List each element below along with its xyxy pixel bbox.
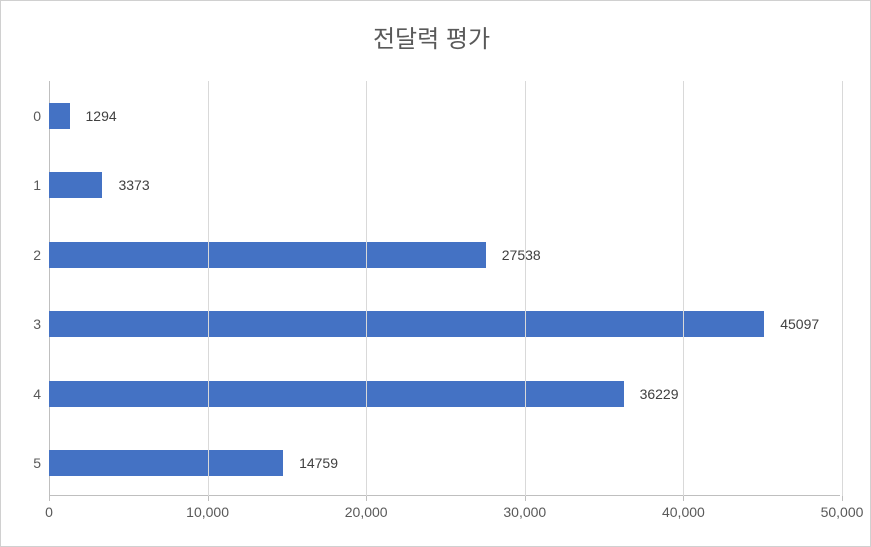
x-tick-mark [525,496,526,501]
chart-container: 전달력 평가 1294 3373 27538 45097 36229 14759 0 10,… [0,0,871,547]
data-label: 3373 [118,177,149,193]
x-tick-mark [366,496,367,501]
bars-area: 1294 3373 27538 45097 36229 14759 [49,81,840,496]
y-tick-label: 4 [21,386,41,402]
plot-area: 1294337327538450973622914759 010,00020,0… [49,81,840,496]
y-tick-label: 5 [21,455,41,471]
bar [49,311,764,337]
y-tick-label: 2 [21,247,41,263]
grid-line [525,81,526,496]
x-tick-label: 0 [45,504,53,520]
grid-line [683,81,684,496]
bar [49,103,70,129]
x-tick-mark [208,496,209,501]
x-tick-label: 30,000 [503,504,546,520]
bar [49,172,102,198]
data-label: 1294 [86,108,117,124]
grid-line [842,81,843,496]
data-label: 27538 [502,247,541,263]
x-tick-mark [49,496,50,501]
data-label: 14759 [299,455,338,471]
data-label: 36229 [640,386,679,402]
data-label: 45097 [780,316,819,332]
x-tick-label: 10,000 [186,504,229,520]
chart-title: 전달력 평가 [13,19,850,54]
x-tick-label: 40,000 [662,504,705,520]
x-tick-mark [683,496,684,501]
bar [49,242,486,268]
grid-line [366,81,367,496]
x-tick-mark [842,496,843,501]
bar [49,381,624,407]
grid-line [208,81,209,496]
y-tick-label: 0 [21,108,41,124]
y-tick-label: 3 [21,316,41,332]
x-tick-label: 20,000 [345,504,388,520]
bar [49,450,283,476]
x-tick-label: 50,000 [821,504,864,520]
y-tick-label: 1 [21,177,41,193]
